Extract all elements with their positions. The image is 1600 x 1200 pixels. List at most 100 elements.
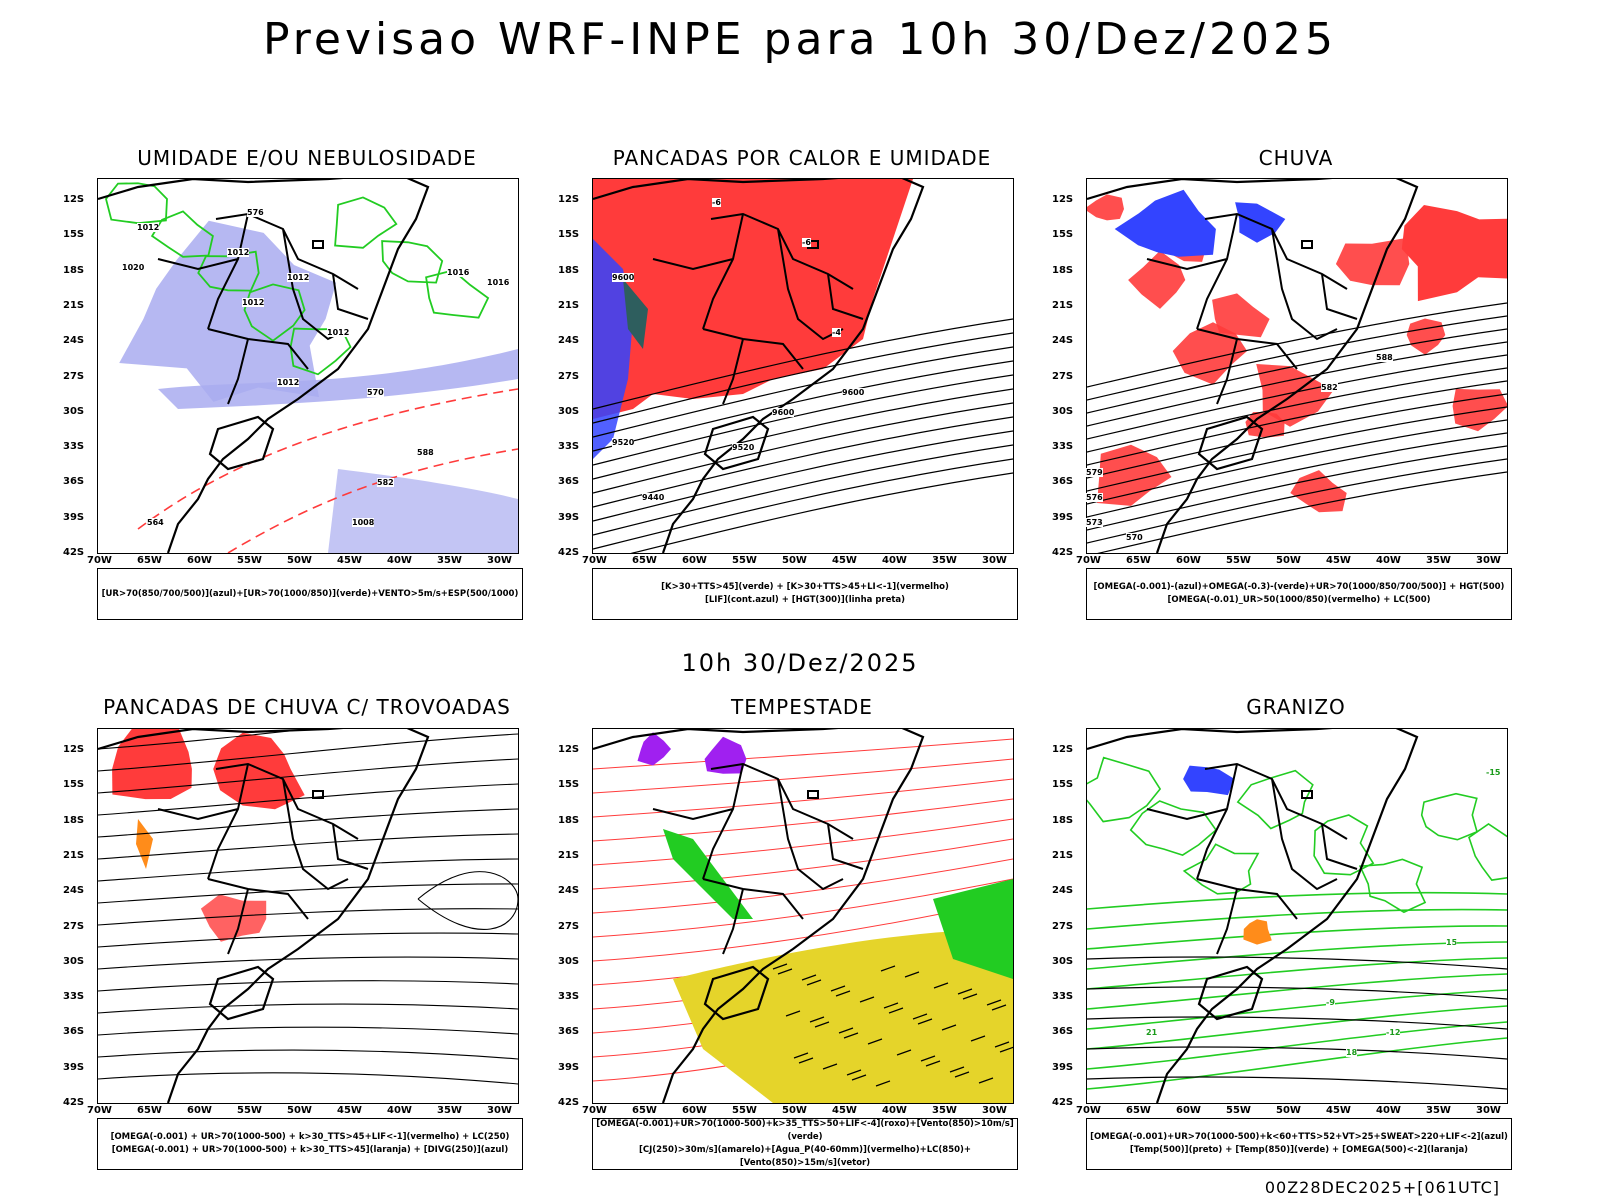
lat-tick: 36S [1052,476,1074,488]
temp850-contour [1420,792,1478,841]
lat-tick: 30S [63,405,85,417]
contour-label: 18 [1346,1048,1358,1057]
temp850-contour [1087,908,1507,930]
orange-shading [136,819,153,869]
streamline [1087,432,1507,518]
wind-vector [925,1060,941,1067]
rain-shading [1097,444,1172,506]
contour-label: 9440 [642,493,665,502]
wind-vector [962,993,978,1000]
streamline [593,318,1013,410]
legend-line: [UR>70(850/700/500)](azul)+[UR>70(1000/8… [101,588,519,599]
temp850-contour [1129,800,1218,856]
run-info: 00Z28DEC2025+[061UTC] [1264,1178,1500,1197]
wind-vector [933,982,949,989]
state-borders [1146,212,1358,405]
lon-tick: 45W [1326,1105,1351,1116]
state-borders [652,212,864,405]
lon-tick: 70W [1076,555,1101,566]
temp500-contour [1087,1016,1507,1030]
lat-tick: 27S [1052,370,1074,382]
wind-vector [917,1018,933,1025]
lat-tick: 21S [558,299,580,311]
lat-tick: 24S [63,885,85,897]
panel-legend-1: [UR>70(850/700/500)](azul)+[UR>70(1000/8… [97,568,523,620]
wind-vector [851,1074,867,1081]
streamline [1087,393,1507,479]
streamline [1087,341,1507,427]
coastline [593,179,925,553]
wind-vector [949,1066,965,1073]
streamline [98,883,518,904]
panel-legend-2: [K>30+TTS>45](verde) + [K>30+TTS>45+LI<-… [592,568,1018,620]
green-contour [425,269,490,319]
lat-tick: 12S [558,744,580,755]
wind-vector [822,1063,838,1070]
contour-label: -6 [712,198,721,207]
streamline [593,444,1013,536]
lat-tick: 21S [1052,299,1074,311]
temp850-contour [1182,843,1260,895]
lat-tick: 27S [558,920,580,932]
wind-vector [978,1077,994,1084]
streamline [98,729,314,750]
lon-tick: 40W [882,1105,907,1116]
omega-shading [1243,919,1272,945]
lat-tick: 12S [1052,194,1074,205]
panel-legend-6: [OMEGA(-0.001)+UR>70(1000-500)+k<60+TTS>… [1086,1118,1512,1170]
rain-shading [1335,238,1410,286]
uruguay-border [703,965,770,1021]
instability-shading [593,179,913,419]
state-borders [157,762,369,955]
lat-tick: 24S [1052,885,1074,897]
lon-tick: 45W [337,555,362,566]
coastline [98,729,430,1103]
contour-label: -4 [832,328,841,337]
red-contour [593,838,1013,890]
wind-vector [830,985,846,992]
legend-line: [CJ(250)>30m/s](amarelo)+[Agua_P(40-60mm… [638,1145,972,1168]
contour-label: 1012 [327,328,350,337]
rain-shading [1406,318,1446,355]
contour-label: 1012 [137,223,160,232]
temp850-contour [1236,769,1314,830]
wind-vector [814,1021,830,1028]
lon-tick: 35W [437,555,462,566]
lat-tick: 15S [63,779,85,791]
wind-vector [883,1002,899,1009]
uruguay-border [1197,965,1264,1021]
wind-vector [777,968,793,975]
contour-label: 21 [1146,1028,1158,1037]
wind-shading [663,829,753,919]
lat-tick: 18S [558,264,580,276]
temp500-contour [1087,1076,1507,1090]
main-title: Previsao WRF-INPE para 10h 30/Dez/2025 [263,14,1337,65]
storm-shading [637,732,671,766]
lat-tick: 21S [1052,849,1074,861]
lon-tick: 50W [782,555,807,566]
legend-line: [OMEGA(-0.01)_UR>50(1000/850)(vermelho) … [1167,595,1431,605]
lon-tick: 30W [487,555,512,566]
streamline [593,388,1013,480]
lat-tick: 12S [558,194,580,205]
green-contour [334,196,398,249]
temp850-contour [1087,989,1507,1030]
valid-time-title: 10h 30/Dez/2025 [681,649,919,677]
lat-tick: 42S [1052,1097,1074,1108]
contour-label: 1008 [352,518,375,527]
temp850-contour [1087,756,1162,823]
rain-shading [1212,293,1270,338]
streamline [1087,315,1507,401]
lon-tick: 45W [832,555,857,566]
coastline [98,179,430,553]
lat-tick: 18S [63,814,85,826]
lon-tick: 35W [437,1105,462,1116]
lon-tick: 40W [387,555,412,566]
lon-tick: 45W [337,1105,362,1116]
legend-line: [OMEGA(-0.001) + UR>70(1000-500) + k>30_… [111,1145,509,1155]
lat-tick: 36S [558,1026,580,1038]
streamline [417,871,518,930]
contour-label: 1016 [487,278,510,287]
temp500-contour [1087,1046,1507,1060]
wind-vector [801,974,817,981]
